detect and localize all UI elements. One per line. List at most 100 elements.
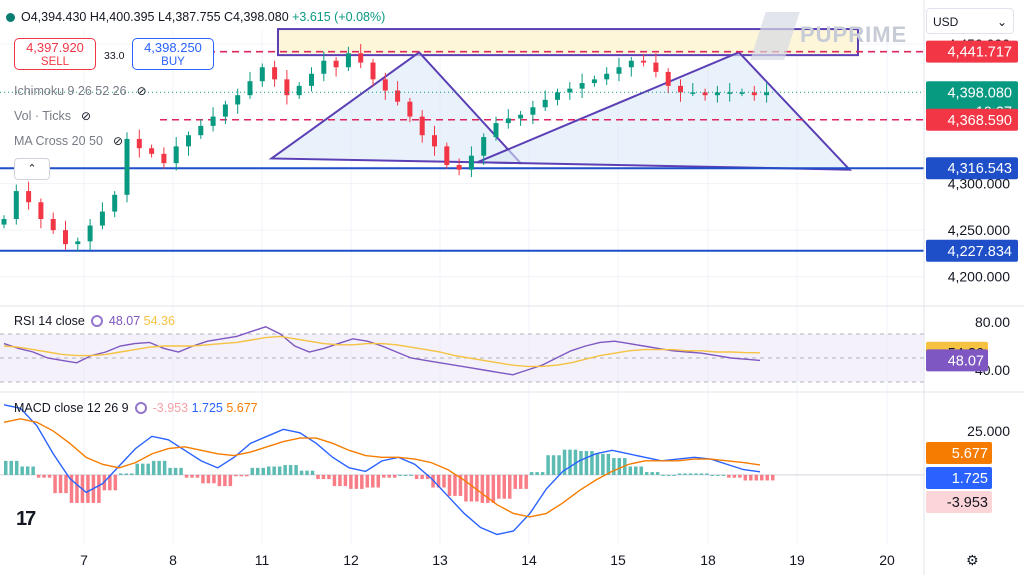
macd-hist-bar	[201, 474, 205, 484]
low-value: 4,387.755	[164, 10, 221, 24]
macd-hist-bar	[250, 467, 255, 475]
macd-hist-bar	[151, 460, 156, 475]
candle-body	[518, 114, 524, 119]
macd-hist-bar	[245, 474, 249, 477]
macd-legend[interactable]: MACD close 12 26 9 -3.953 1.725 5.677	[14, 401, 258, 415]
x-tick-label: 12	[343, 552, 359, 568]
candle-body	[13, 191, 19, 219]
indicator-volume[interactable]: Vol · Ticks ⊘	[14, 109, 91, 123]
macd-hist-bar	[288, 465, 293, 475]
macd-hist-bar	[529, 472, 534, 475]
close-value: 4,398.080	[233, 10, 289, 24]
candle-body	[75, 241, 81, 245]
macd-hist-bar	[146, 463, 150, 475]
ma-cross-label: MA Cross 20 50	[14, 134, 103, 148]
candle-body	[87, 225, 93, 242]
sell-label: SELL	[40, 56, 70, 68]
candle-body	[505, 118, 511, 124]
price-tag-label: 4,368.590	[947, 113, 1012, 129]
macd-hist-bar	[86, 474, 90, 503]
currency-select[interactable]: USD ⌄	[926, 8, 1014, 34]
sell-button[interactable]: 4,397.920 SELL	[14, 38, 96, 70]
rsi-tag-label: 48.07	[948, 353, 984, 369]
macd-hist-bar	[316, 474, 320, 480]
macd-hist-bar	[546, 455, 550, 475]
macd-hist-bar	[25, 466, 30, 475]
eye-hidden-icon[interactable]: ⊘	[112, 134, 123, 148]
settings-icon[interactable]	[90, 315, 103, 327]
candle-body	[591, 79, 597, 84]
macd-hist-bar	[64, 474, 68, 494]
macd-hist-bar	[277, 466, 282, 475]
macd-hist-bar	[162, 460, 167, 475]
eye-hidden-icon[interactable]: ⊘	[136, 84, 147, 98]
macd-tag	[926, 442, 992, 464]
y-tick-label: 4,200.000	[948, 269, 1010, 285]
macd-hist-bar	[765, 474, 769, 481]
macd-hist-bar	[705, 473, 709, 475]
candle-body	[358, 53, 364, 63]
candle-body	[530, 107, 536, 115]
gear-icon[interactable]: ⚙	[966, 552, 979, 568]
macd-hist-bar	[644, 472, 649, 475]
macd-hist-bar	[42, 474, 46, 478]
price-tag-label: 4,316.543	[947, 161, 1012, 177]
macd-hist-bar	[234, 474, 238, 477]
macd-hist-bar	[31, 466, 35, 475]
macd-hist-bar	[420, 474, 424, 480]
candle-body	[751, 92, 757, 96]
macd-hist-bar	[535, 472, 539, 475]
macd-hist-bar	[727, 474, 731, 478]
macd-hist-bar	[140, 463, 145, 475]
candle-body	[493, 123, 499, 138]
macd-tag-label: 1.725	[952, 471, 988, 487]
high-label: H	[89, 10, 99, 24]
macd-hist-bar	[743, 474, 748, 481]
macd-hist-bar	[513, 474, 517, 489]
currency-value: USD	[933, 15, 959, 29]
macd-hist-bar	[184, 474, 189, 478]
macd-hist-bar	[683, 473, 687, 475]
candle-body	[272, 67, 278, 80]
macd-hist-bar	[168, 467, 172, 475]
macd-hist-bar	[310, 470, 315, 475]
macd-hist-bar	[261, 467, 265, 475]
macd-hist-bar	[135, 463, 139, 475]
candle-body	[99, 211, 105, 226]
macd-hist-bar	[606, 453, 611, 475]
macd-hist-bar	[124, 473, 129, 475]
candle-body	[222, 104, 228, 117]
candle-body	[50, 219, 56, 231]
macd-hist-bar	[617, 458, 622, 475]
macd-hist-bar	[365, 474, 370, 488]
triangle-pattern	[268, 51, 523, 165]
indicator-ichimoku[interactable]: Ichimoku 9 26 52 26 ⊘	[14, 84, 147, 98]
macd-hist-bar	[612, 458, 616, 475]
eye-hidden-icon[interactable]: ⊘	[80, 109, 92, 123]
broker-logo: PUPRIME	[750, 12, 908, 60]
candle-body	[739, 92, 745, 94]
candle-body	[309, 73, 314, 86]
macd-hist-bar	[9, 460, 13, 475]
buy-button[interactable]: 4,398.250 BUY	[132, 38, 214, 70]
rsi-legend[interactable]: RSI 14 close 48.07 54.36	[14, 314, 175, 328]
candle-body	[727, 92, 733, 94]
candle-body	[149, 148, 155, 154]
macd-hist-bar	[453, 474, 457, 496]
macd-hist-bar	[661, 474, 665, 476]
ohlc-readout: O4,394.430 H4,400.395 L4,387.755 C4,398.…	[6, 10, 385, 24]
candle-body	[641, 60, 647, 63]
logo-text: PUPRIME	[800, 21, 908, 47]
settings-icon[interactable]	[134, 402, 147, 414]
spread-value: 33.0	[104, 50, 125, 62]
indicator-ma-cross[interactable]: MA Cross 20 50 ⊘	[14, 134, 123, 148]
collapse-indicators-button[interactable]: ⌃	[14, 158, 50, 180]
candle-body	[210, 116, 216, 126]
macd-hist-bar	[749, 474, 753, 481]
price-tag	[926, 108, 1018, 131]
macd-hist-bar	[491, 474, 496, 503]
x-tick-label: 8	[169, 552, 177, 568]
rsi-value: 48.07	[108, 314, 141, 328]
candle-body	[198, 125, 204, 136]
